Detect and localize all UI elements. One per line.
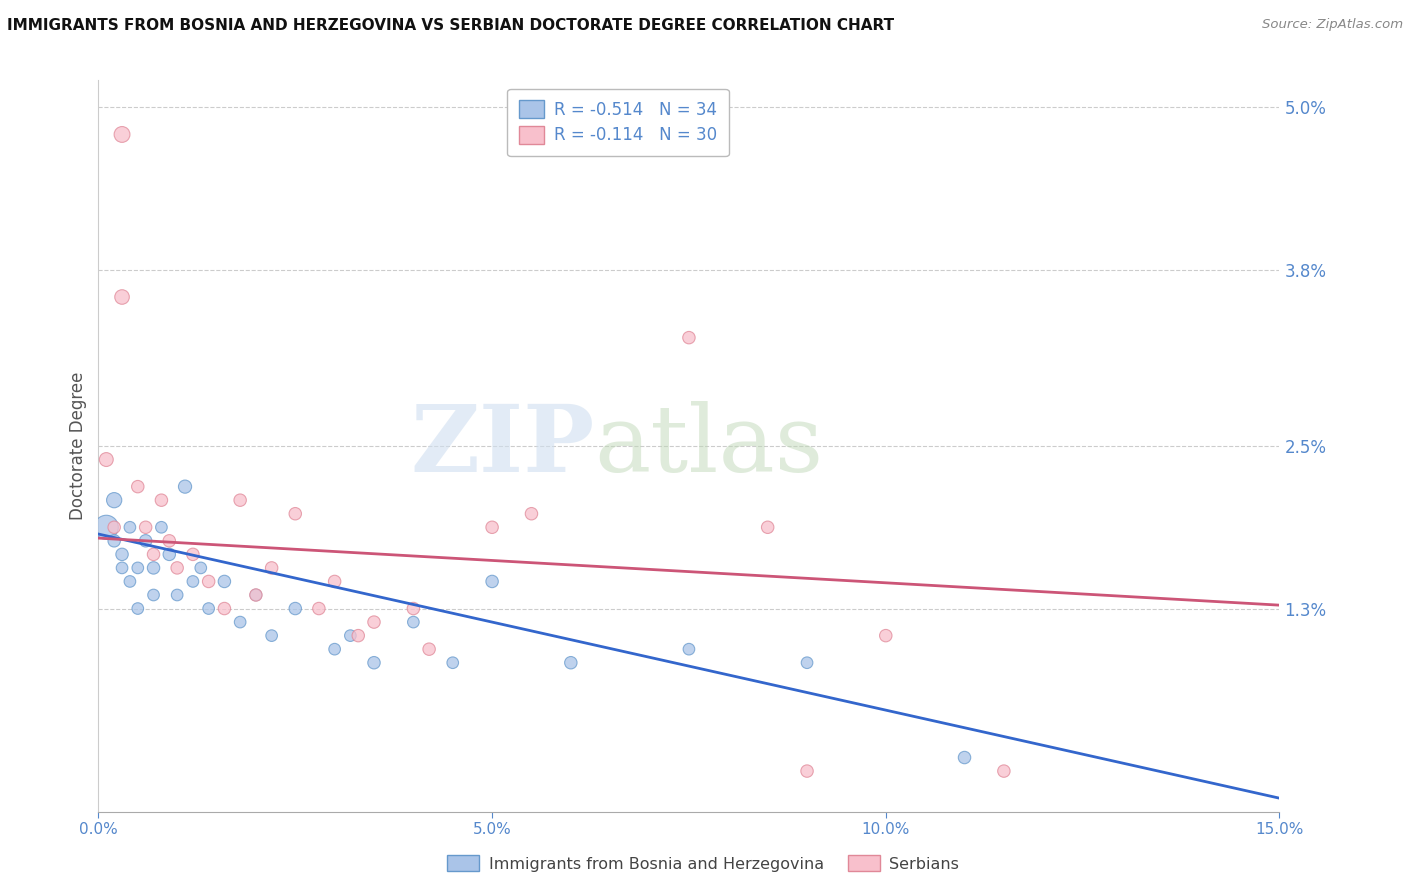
Point [190,561,212,575]
Point [166,561,188,575]
Point [363,656,385,670]
Point [796,764,818,778]
Point [135,533,157,548]
Point [174,480,197,494]
Point [127,561,149,575]
Point [96,520,118,534]
Point [127,480,149,494]
Point [560,656,582,670]
Point [142,547,165,561]
Point [953,750,976,764]
Point [142,588,165,602]
Point [157,547,180,561]
Point [181,547,204,561]
Point [363,615,385,629]
Point [678,642,700,657]
Legend: Immigrants from Bosnia and Herzegovina, Serbians: Immigrants from Bosnia and Herzegovina, … [439,847,967,880]
Point [323,642,346,657]
Point [308,601,330,615]
Point [197,574,219,589]
Point [260,629,283,643]
Text: atlas: atlas [595,401,824,491]
Point [284,507,307,521]
Point [441,656,464,670]
Point [127,601,149,615]
Point [796,656,818,670]
Point [103,520,125,534]
Point [135,520,157,534]
Point [481,574,503,589]
Point [96,452,118,467]
Point [157,533,180,548]
Point [260,561,283,575]
Point [347,629,370,643]
Point [111,547,134,561]
Point [150,493,173,508]
Point [875,629,897,643]
Point [166,588,188,602]
Point [111,290,134,304]
Point [181,574,204,589]
Point [142,561,165,575]
Point [103,493,125,508]
Y-axis label: Doctorate Degree: Doctorate Degree [69,372,87,520]
Point [756,520,779,534]
Point [245,588,267,602]
Point [678,331,700,345]
Point [418,642,440,657]
Point [229,493,252,508]
Point [118,520,141,534]
Point [402,615,425,629]
Point [520,507,543,521]
Point [214,601,236,615]
Point [284,601,307,615]
Point [111,128,134,142]
Point [993,764,1015,778]
Point [323,574,346,589]
Point [214,574,236,589]
Text: IMMIGRANTS FROM BOSNIA AND HERZEGOVINA VS SERBIAN DOCTORATE DEGREE CORRELATION C: IMMIGRANTS FROM BOSNIA AND HERZEGOVINA V… [7,18,894,33]
Text: ZIP: ZIP [411,401,595,491]
Point [103,533,125,548]
Point [118,574,141,589]
Point [245,588,267,602]
Point [150,520,173,534]
Point [481,520,503,534]
Point [402,601,425,615]
Point [197,601,219,615]
Legend: R = -0.514   N = 34, R = -0.114   N = 30: R = -0.514 N = 34, R = -0.114 N = 30 [508,88,728,156]
Point [229,615,252,629]
Point [111,561,134,575]
Text: Source: ZipAtlas.com: Source: ZipAtlas.com [1263,18,1403,31]
Point [339,629,361,643]
